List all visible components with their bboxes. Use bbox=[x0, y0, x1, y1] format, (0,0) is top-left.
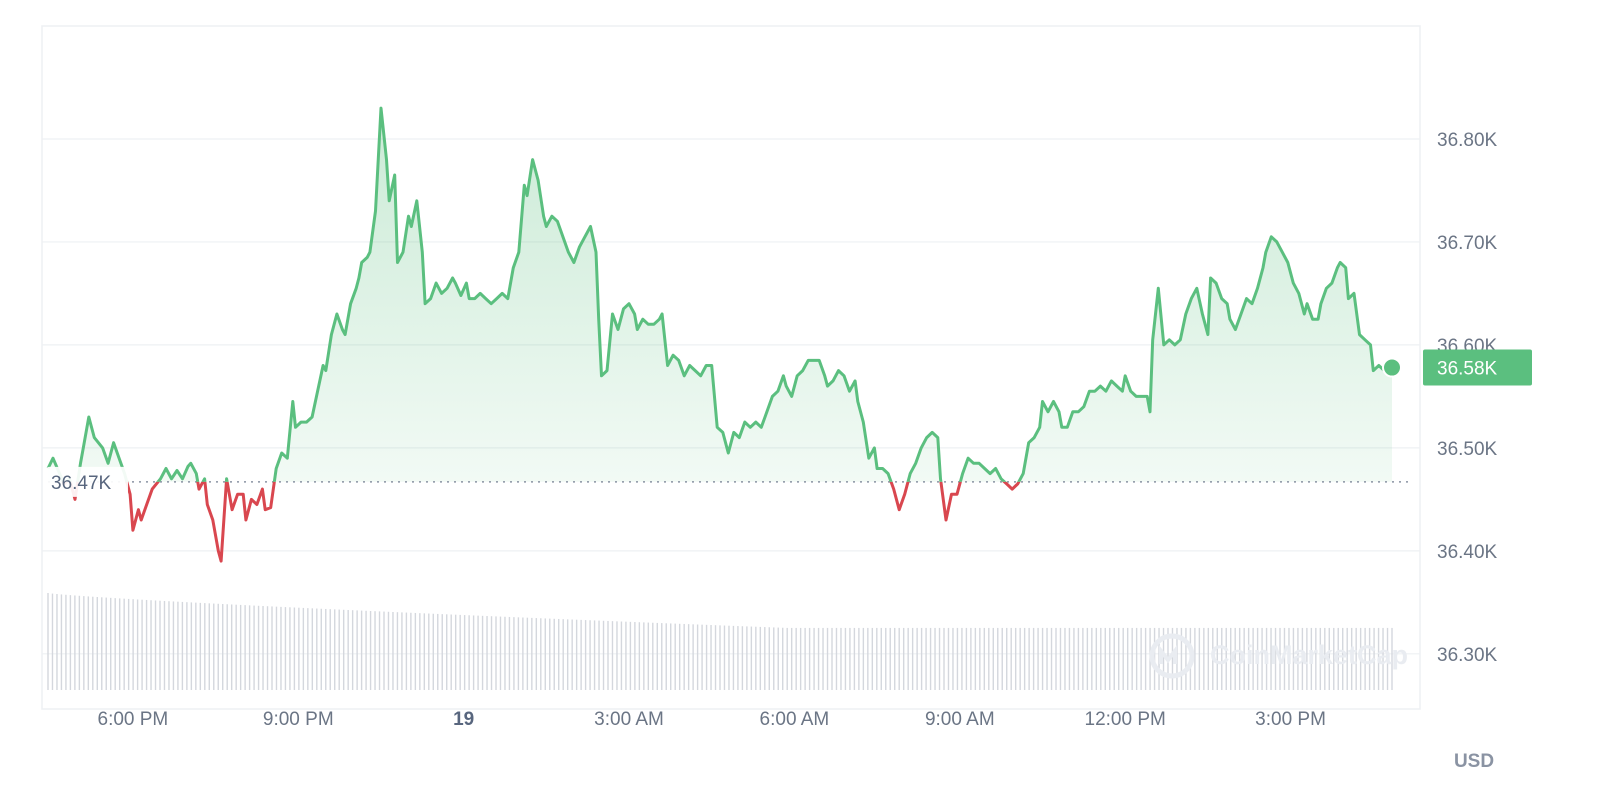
x-tick-label: 9:00 PM bbox=[263, 709, 334, 730]
x-tick-label: 3:00 AM bbox=[594, 709, 664, 730]
currency-label: USD bbox=[1454, 751, 1494, 772]
reference-price-label: 36.47K bbox=[51, 473, 112, 494]
price-area bbox=[48, 108, 1392, 482]
watermark-text: CoinMarketCap bbox=[1210, 640, 1408, 670]
y-tick-label: 36.40K bbox=[1437, 542, 1498, 563]
x-tick-label: 3:00 PM bbox=[1255, 709, 1326, 730]
plot-frame bbox=[41, 25, 1421, 710]
x-tick-label: 6:00 PM bbox=[98, 709, 169, 730]
reference-label: 36.47K bbox=[46, 466, 128, 497]
x-tick-label: 6:00 AM bbox=[760, 709, 830, 730]
x-tick-label: 12:00 PM bbox=[1085, 709, 1166, 730]
price-line-above-open bbox=[46, 106, 1393, 482]
current-price-label: 36.58K bbox=[1437, 359, 1498, 380]
current-price-dot bbox=[1382, 357, 1402, 378]
volume-bars bbox=[47, 593, 1393, 690]
y-tick-label: 36.80K bbox=[1437, 130, 1498, 151]
coinmarketcap-logo-icon bbox=[1149, 633, 1195, 679]
y-tick-label: 36.50K bbox=[1437, 439, 1498, 460]
x-axis: 6:00 PM 9:00 PM 19 3:00 AM 6:00 AM 9:00 AM 12:… bbox=[98, 709, 1326, 730]
x-tick-label: 19 bbox=[453, 709, 474, 730]
y-tick-label: 36.70K bbox=[1437, 233, 1498, 254]
current-price-badge: 36.58K bbox=[1423, 349, 1532, 386]
y-tick-label: 36.30K bbox=[1437, 645, 1498, 666]
x-tick-label: 9:00 AM bbox=[925, 709, 995, 730]
